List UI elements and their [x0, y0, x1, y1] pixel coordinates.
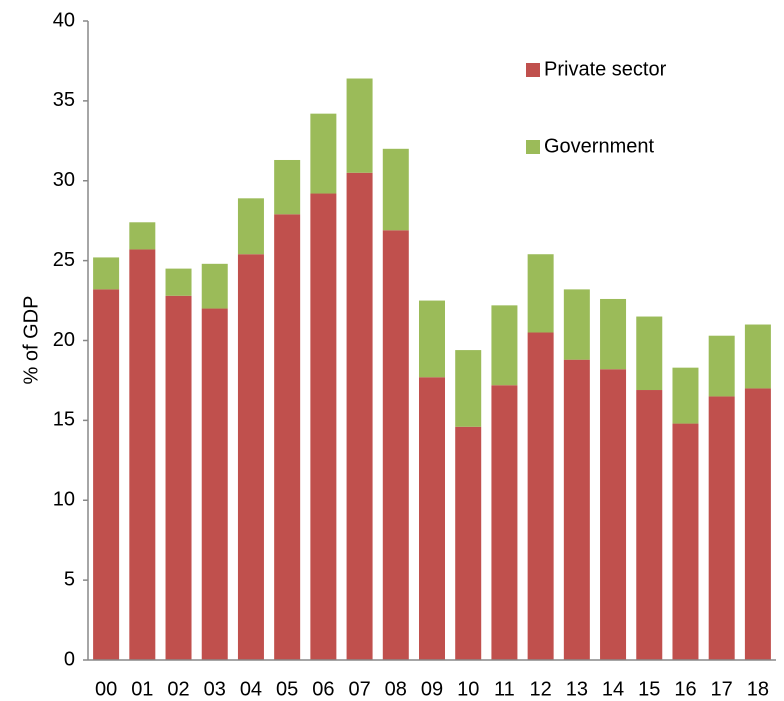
bar-segment — [129, 222, 156, 250]
bar-segment — [491, 385, 518, 660]
x-tick-label: 05 — [276, 678, 298, 700]
bar-segment — [382, 148, 409, 231]
x-tick-label: 18 — [747, 678, 769, 700]
legend-swatch — [526, 140, 540, 154]
bar-segment — [708, 335, 735, 397]
bar-segment — [563, 289, 590, 360]
x-tick-label: 04 — [240, 678, 262, 700]
bar-segment — [527, 332, 554, 660]
bar-segment — [744, 324, 771, 389]
x-tick-label: 09 — [421, 678, 443, 700]
x-tick-label: 03 — [204, 678, 226, 700]
bar-segment — [672, 423, 699, 660]
x-tick-label: 17 — [711, 678, 733, 700]
x-tick-label: 16 — [674, 678, 696, 700]
bar-segment — [455, 426, 482, 660]
x-tick-label: 13 — [566, 678, 588, 700]
bar-segment — [382, 230, 409, 660]
x-tick-label: 14 — [602, 678, 624, 700]
x-tick-label: 11 — [494, 678, 515, 700]
bar-segment — [274, 214, 301, 661]
bar-segment — [491, 305, 518, 386]
bar-segment — [310, 193, 337, 660]
bar-segment — [93, 289, 120, 660]
bar-segment — [129, 249, 156, 660]
bar-segment — [672, 367, 699, 424]
y-tick-label: 25 — [53, 249, 75, 271]
bar-segment — [201, 308, 228, 660]
bar-segment — [455, 350, 482, 427]
y-tick-label: 20 — [53, 329, 75, 351]
bar-segment — [346, 172, 373, 660]
bar-segment — [237, 254, 264, 661]
legend-label: Government — [544, 135, 654, 157]
y-tick-label: 10 — [53, 489, 75, 511]
bar-segment — [346, 78, 373, 173]
y-tick-label: 35 — [53, 89, 75, 111]
x-tick-label: 12 — [530, 678, 552, 700]
bar-segment — [563, 359, 590, 660]
x-tick-label: 08 — [385, 678, 407, 700]
x-tick-label: 02 — [167, 678, 189, 700]
x-tick-label: 10 — [457, 678, 479, 700]
x-tick-label: 06 — [312, 678, 334, 700]
bar-segment — [600, 298, 627, 370]
bar-segment — [274, 159, 301, 215]
x-tick-label: 01 — [131, 678, 153, 700]
bar-segment — [636, 316, 663, 391]
bar-segment — [93, 257, 120, 290]
x-tick-label: 00 — [95, 678, 117, 700]
bar-segment — [201, 263, 228, 309]
bar-segment — [708, 396, 735, 660]
bar-segment — [419, 300, 445, 378]
bar-segment — [310, 113, 337, 194]
bar-segment — [419, 377, 445, 660]
y-tick-label: 40 — [53, 9, 75, 31]
x-tick-label: 15 — [638, 678, 660, 700]
legend-swatch — [526, 63, 540, 77]
bar-segment — [165, 295, 192, 660]
bar-segment — [527, 254, 554, 333]
y-tick-label: 0 — [64, 648, 75, 670]
legend-label: Private sector — [544, 58, 667, 80]
x-tick-label: 07 — [348, 678, 370, 700]
bar-segment — [237, 198, 264, 255]
bar-segment — [600, 369, 627, 660]
y-tick-label: 30 — [53, 169, 75, 191]
bar-segment — [744, 388, 771, 660]
y-axis-label: % of GDP — [20, 296, 42, 385]
bar-segment — [165, 268, 192, 296]
y-tick-label: 15 — [53, 409, 75, 431]
bar-segment — [636, 390, 663, 660]
y-tick-label: 5 — [64, 568, 75, 590]
